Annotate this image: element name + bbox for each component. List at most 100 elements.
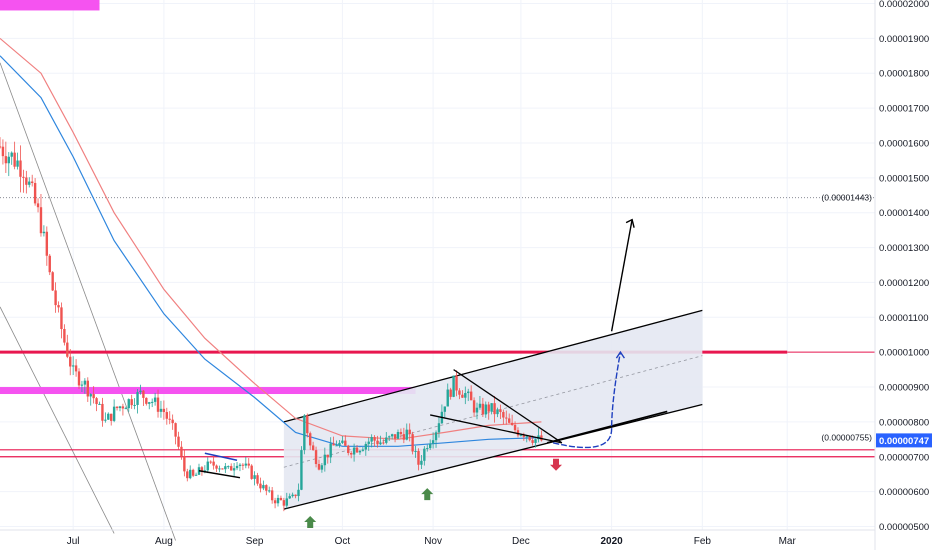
- candle-body: [139, 390, 142, 393]
- candle-body: [244, 463, 248, 466]
- candle-body: [382, 442, 385, 444]
- candle-body: [341, 440, 344, 443]
- candle-body: [364, 443, 368, 450]
- candle-body: [294, 494, 297, 497]
- candle-body: [282, 500, 286, 506]
- candle-body: [133, 404, 136, 406]
- candle-body: [174, 423, 177, 437]
- x-tick-label: Nov: [424, 536, 442, 547]
- y-tick-label: 0.00002000: [879, 0, 929, 10]
- candle-body: [98, 403, 101, 405]
- candle-body: [194, 474, 198, 476]
- candle-body: [505, 417, 508, 419]
- candle-body: [51, 272, 54, 291]
- candle-body: [367, 441, 370, 444]
- projection-arrowhead: [615, 350, 625, 359]
- y-tick-label: 0.00001300: [879, 243, 929, 254]
- candle-body: [534, 439, 537, 443]
- candle-body: [528, 436, 531, 441]
- candle-body: [83, 380, 87, 385]
- candle-body: [227, 466, 230, 468]
- triangle-upper-line: [453, 369, 563, 444]
- candle-body: [323, 454, 327, 466]
- candle-body: [311, 445, 315, 451]
- candle-body: [513, 424, 517, 431]
- candle-body: [89, 394, 92, 397]
- candle-body: [180, 446, 183, 457]
- candle-body: [215, 465, 218, 469]
- candle-body: [48, 255, 51, 273]
- candle-body: [110, 413, 113, 421]
- candle-body: [390, 434, 394, 437]
- candle-body: [200, 467, 204, 472]
- candle-body: [309, 433, 312, 446]
- candle-body: [332, 443, 335, 446]
- candle-body: [469, 391, 473, 401]
- x-tick-label: Mar: [779, 536, 797, 547]
- candle-body: [379, 442, 382, 445]
- candle-body: [338, 442, 341, 446]
- candle-body: [373, 437, 376, 441]
- current-price-label: 0.00000747: [879, 436, 929, 447]
- candle-body: [115, 406, 119, 409]
- candle-body: [344, 440, 347, 446]
- support-line: [547, 410, 668, 444]
- candle-body: [376, 440, 379, 445]
- candle-body: [165, 412, 169, 419]
- candle-body: [66, 342, 69, 357]
- candle-body: [13, 152, 16, 167]
- candle-body: [224, 466, 227, 470]
- candle-body: [446, 389, 449, 407]
- candle-body: [428, 443, 432, 449]
- price-axis-background: [875, 0, 932, 550]
- candle-body: [86, 380, 89, 397]
- candle-body: [335, 445, 338, 447]
- candle-body: [516, 430, 520, 436]
- candle-body: [0, 146, 2, 148]
- candle-body: [4, 156, 8, 164]
- buy-arrow-icon: [421, 488, 434, 501]
- y-tick-label: 0.00001700: [879, 104, 929, 115]
- candle-body: [238, 464, 242, 466]
- candle-body: [276, 497, 280, 504]
- candle-body: [124, 408, 128, 410]
- candle-body: [472, 400, 476, 413]
- candle-body: [411, 434, 414, 452]
- candle-body: [250, 465, 253, 479]
- candle-body: [159, 408, 163, 412]
- candle-body: [39, 207, 43, 234]
- candle-body: [352, 447, 356, 455]
- candle-body: [71, 365, 75, 367]
- highlight-zone: [0, 0, 100, 11]
- candle-body: [396, 431, 400, 439]
- candle-body: [22, 176, 25, 178]
- channel-fill: [283, 310, 703, 510]
- candle-body: [45, 231, 49, 256]
- candle-body: [259, 483, 262, 489]
- candle-body: [481, 403, 485, 415]
- candle-body: [306, 415, 309, 434]
- candle-body: [7, 156, 10, 164]
- y-tick-label: 0.00001400: [879, 208, 929, 219]
- candle-body: [171, 419, 174, 424]
- y-tick-label: 0.00001600: [879, 138, 929, 149]
- candle-body: [16, 160, 19, 167]
- level-value-label: (0.00001443): [821, 193, 872, 203]
- candle-body: [101, 403, 104, 421]
- candle-body: [33, 182, 37, 204]
- candle-body: [467, 391, 470, 394]
- candle-body: [273, 500, 277, 504]
- candle-body: [291, 494, 294, 497]
- candle-body: [431, 440, 435, 444]
- candle-body: [186, 471, 189, 479]
- candle-body: [212, 461, 215, 466]
- x-tick-label: Dec: [512, 536, 530, 547]
- candle-body: [145, 397, 148, 404]
- candle-body: [370, 437, 373, 442]
- y-tick-label: 0.00001100: [879, 313, 929, 324]
- candle-body: [314, 450, 318, 465]
- projection-curve: [552, 352, 622, 449]
- channel-lower-line: [283, 403, 703, 510]
- candle-body: [402, 434, 406, 440]
